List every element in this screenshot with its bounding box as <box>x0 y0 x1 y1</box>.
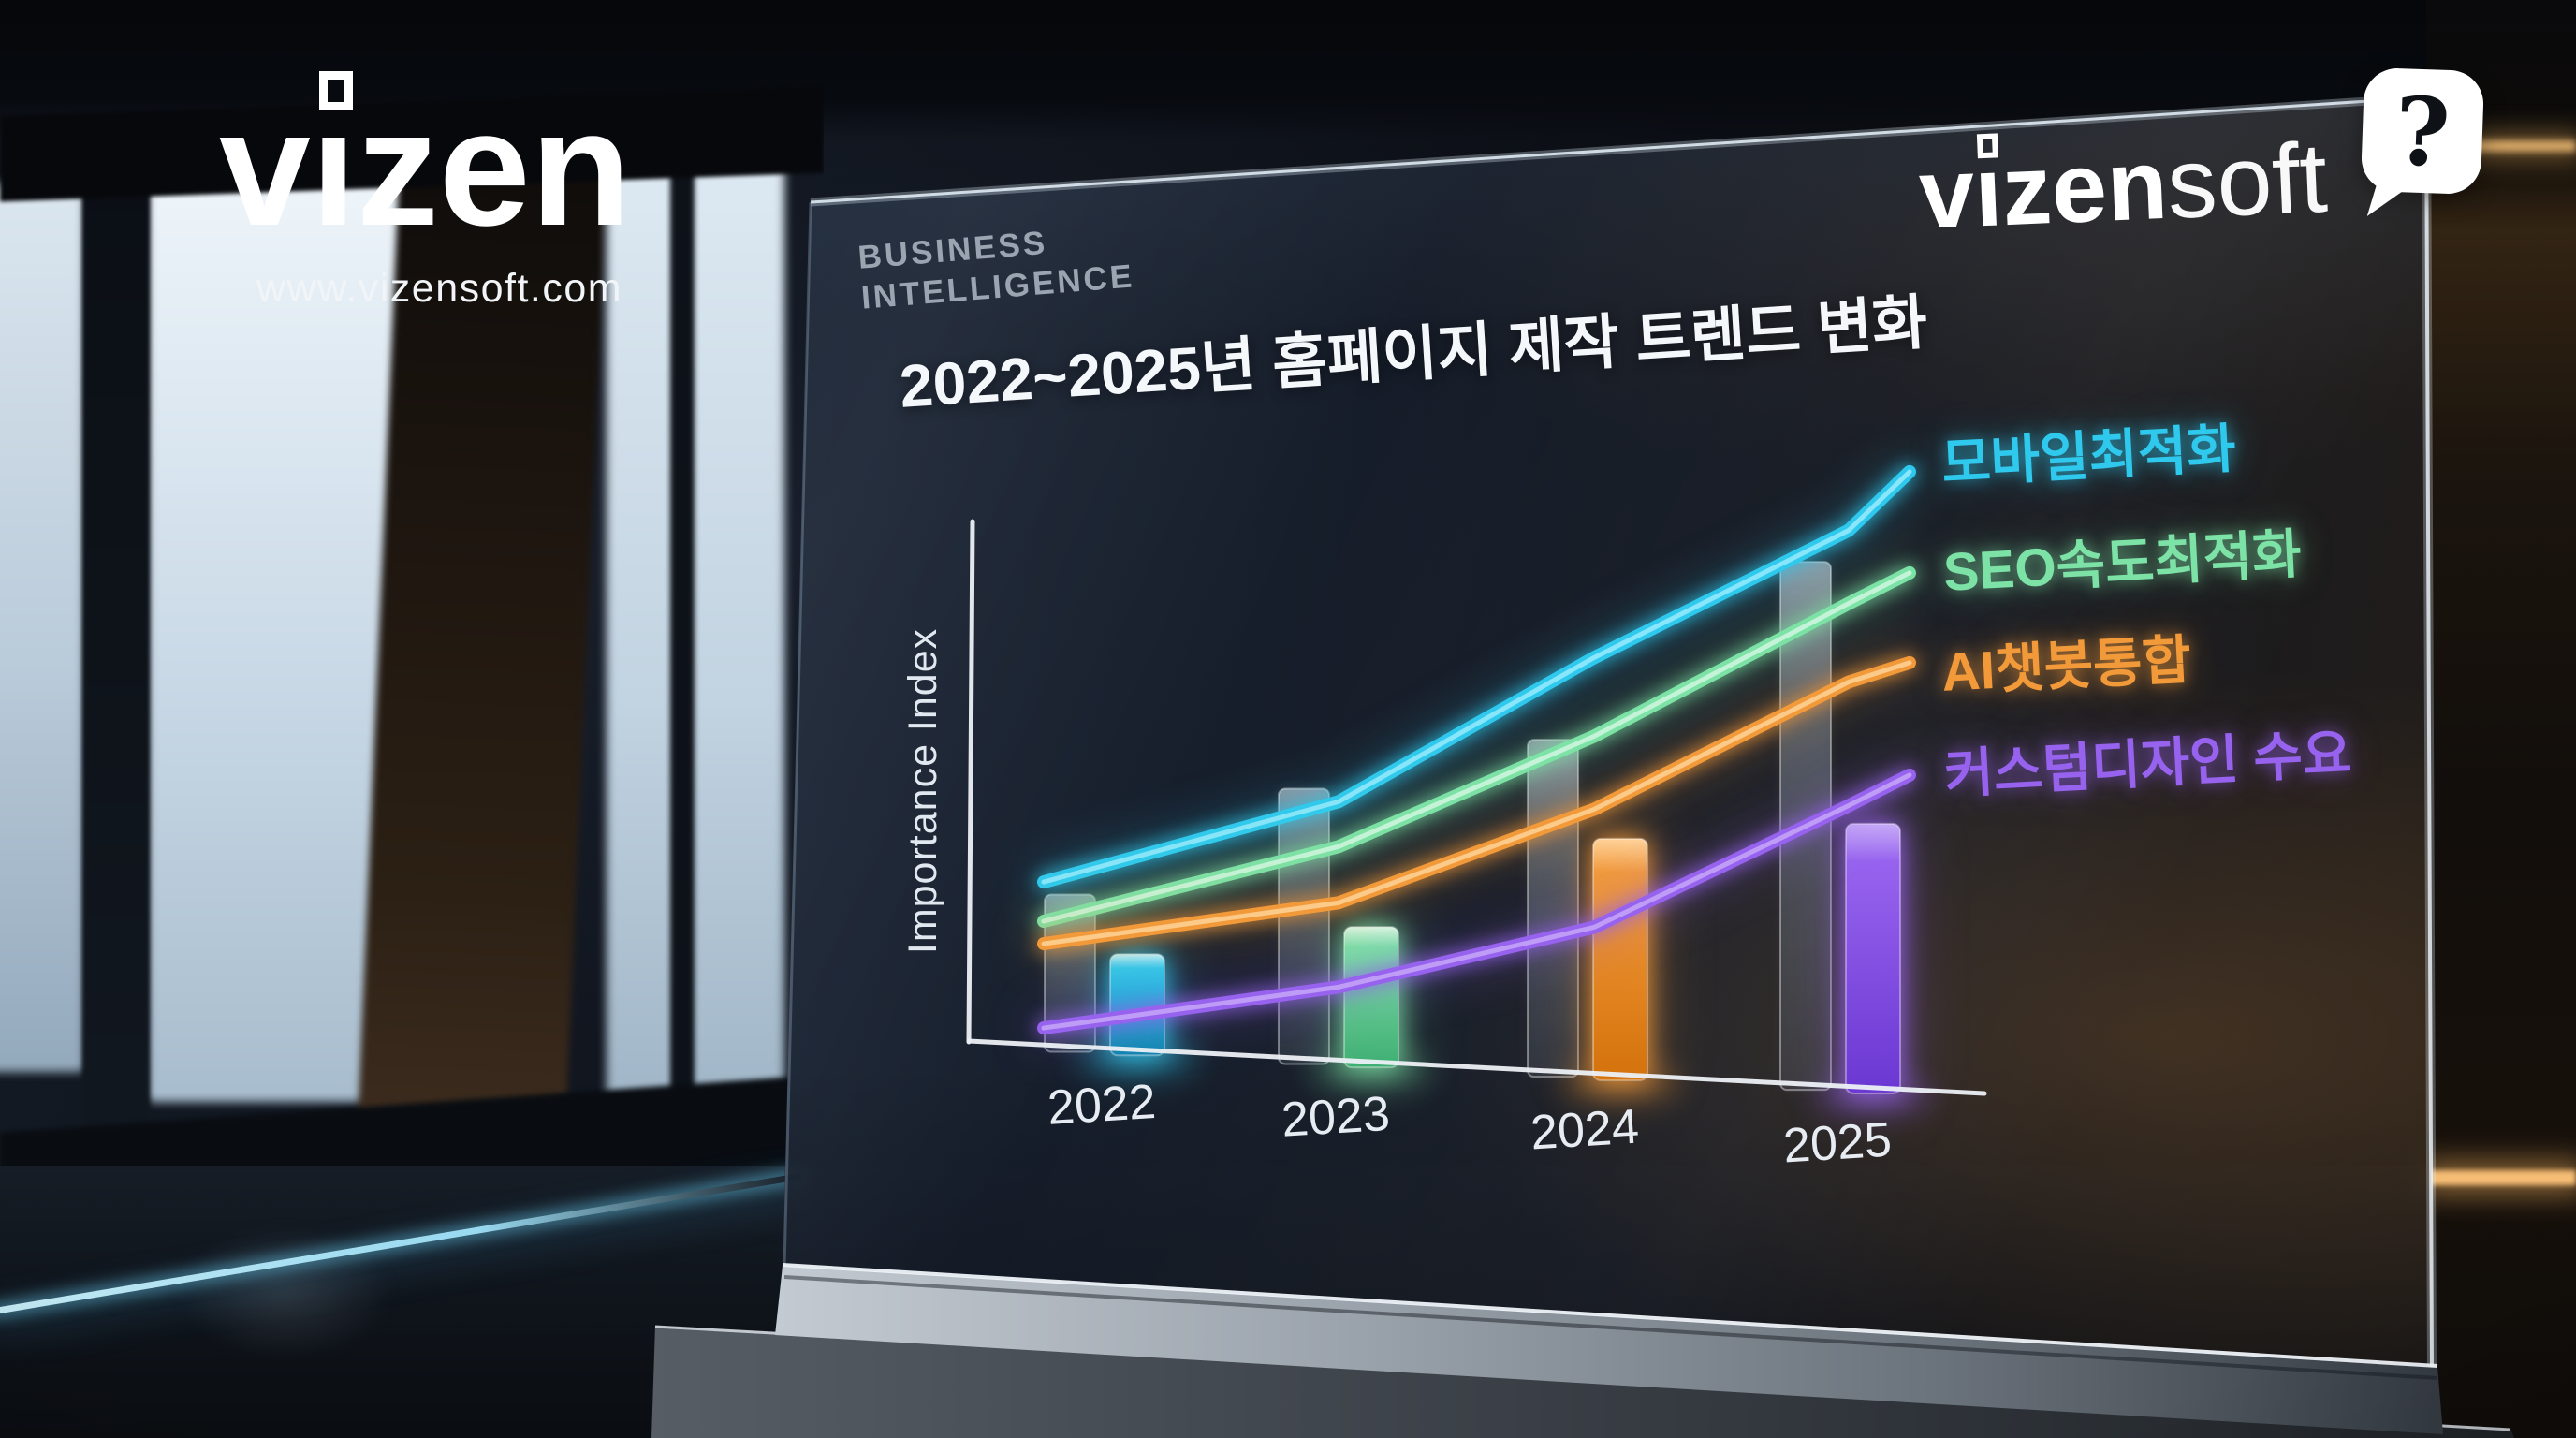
glass-top-edge <box>810 95 2427 204</box>
glass-right-edge <box>2424 96 2434 1368</box>
x-tick-label-2023: 2023 <box>1280 1087 1391 1148</box>
window-pane <box>0 183 84 1072</box>
window-mullion <box>82 140 150 1180</box>
logo-letter: v <box>1917 137 1977 250</box>
x-tick-label-2024: 2024 <box>1529 1100 1640 1161</box>
vizen-logo-wordmark: vı zen <box>219 71 632 260</box>
window-pane <box>148 170 406 1102</box>
stand-top-shadow-line <box>783 1275 2438 1380</box>
legend-item-ai-chatbot-integration: AI챗봇통합 <box>1939 630 2193 703</box>
trend-line-highlight-custom-design-demand <box>1041 772 1912 1031</box>
amber-light-strip-bottom <box>2430 1170 2576 1185</box>
square-dot-icon <box>318 71 353 110</box>
bar-2023-highlight <box>1343 926 1399 1069</box>
vizensoft-logo: vı zensoft <box>1917 122 2330 253</box>
question-mark-glyph: ? <box>2393 76 2452 188</box>
window-pane <box>607 159 784 1137</box>
logo-letter-i: ı <box>311 71 357 260</box>
logo-suffix: soft <box>2164 122 2330 240</box>
trend-line-highlight-ai-chatbot-integration <box>1041 660 1912 946</box>
bar-2024-highlight <box>1592 837 1648 1081</box>
window-mullion <box>670 150 695 1161</box>
y-axis-label: Importance Index <box>900 628 945 954</box>
x-tick-label-2025: 2025 <box>1781 1112 1893 1173</box>
x-tick-label-2022: 2022 <box>1046 1075 1157 1136</box>
vizensoft-logo-wordmark: vı zensoft <box>1917 123 2330 250</box>
legend-item-mobile-optimization: 모바일최적화 <box>1939 418 2238 494</box>
vizen-logo: vı zen www.vizensoft.com <box>219 71 632 312</box>
x-axis <box>966 1038 1987 1096</box>
question-mark-speech-bubble-icon: ? <box>2360 66 2485 195</box>
y-axis <box>966 519 975 1045</box>
logo-letters: zen <box>356 77 632 260</box>
bar-2025-highlight <box>1845 822 1901 1094</box>
logo-letter-i: ı <box>1972 133 2005 250</box>
trend-line-highlight-seo-speed-optimization <box>1041 570 1912 924</box>
website-url: www.vizensoft.com <box>256 265 623 311</box>
window-wall <box>0 0 824 1438</box>
stand-face <box>775 1266 2443 1434</box>
square-dot-icon <box>1976 133 1998 159</box>
logo-letters: zen <box>1999 128 2170 247</box>
floor-light-reflection <box>131 1198 440 1386</box>
logo-letter: v <box>219 77 311 260</box>
right-wall <box>2426 0 2576 1438</box>
stand-top-edge <box>782 1263 2438 1368</box>
trend-line-highlight-mobile-optimization <box>1041 469 1912 885</box>
glass-left-edge <box>783 201 812 1269</box>
